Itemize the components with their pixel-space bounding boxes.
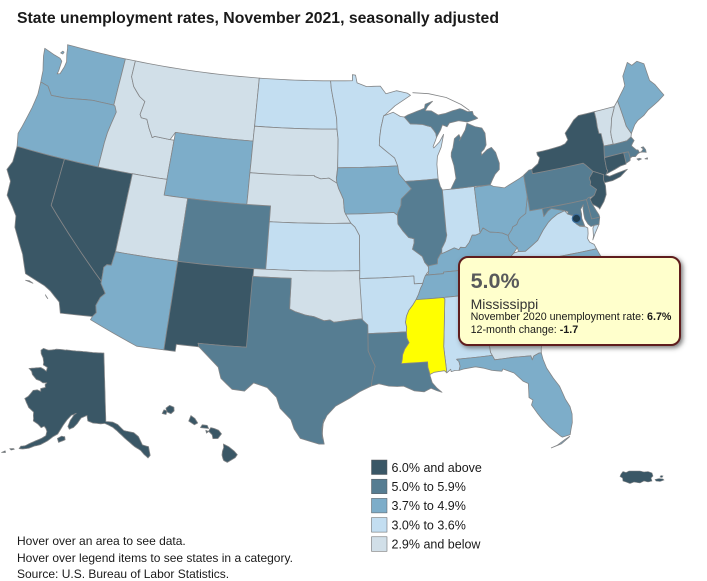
svg-text:3.0% to 3.6%: 3.0% to 3.6%: [392, 518, 466, 532]
svg-text:3.7% to 4.9%: 3.7% to 4.9%: [392, 499, 466, 513]
svg-text:6.0% and above: 6.0% and above: [392, 461, 482, 475]
svg-text:2.9% and below: 2.9% and below: [392, 538, 482, 552]
svg-text:5.0% to 5.9%: 5.0% to 5.9%: [392, 480, 466, 494]
